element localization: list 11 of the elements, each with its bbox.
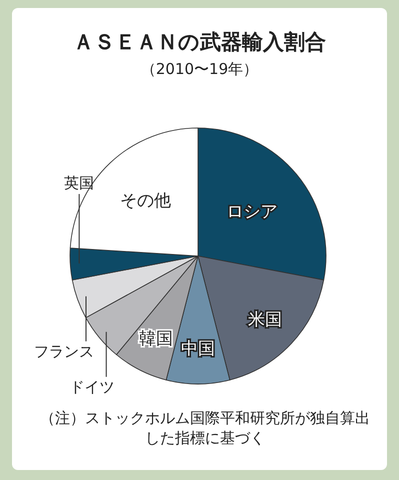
slice-label: 韓国 — [139, 329, 174, 350]
slice-label: ロシア — [226, 202, 278, 222]
slice-label: 中国 — [181, 339, 215, 360]
chart-subtitle: （2010〜19年） — [140, 60, 260, 79]
text: （注）ストックホルム国際平和研究所が独自算出した指標に基づく — [40, 408, 370, 448]
slice-label: 英国 — [64, 174, 94, 192]
slice-label: その他 — [120, 191, 171, 212]
slice-label: ドイツ — [69, 378, 114, 396]
slice-label: フランス — [34, 342, 94, 360]
chart-title: ＡＳＥＡＮの武器輸入割合 — [72, 29, 327, 56]
slice-label: 米国 — [248, 310, 282, 330]
